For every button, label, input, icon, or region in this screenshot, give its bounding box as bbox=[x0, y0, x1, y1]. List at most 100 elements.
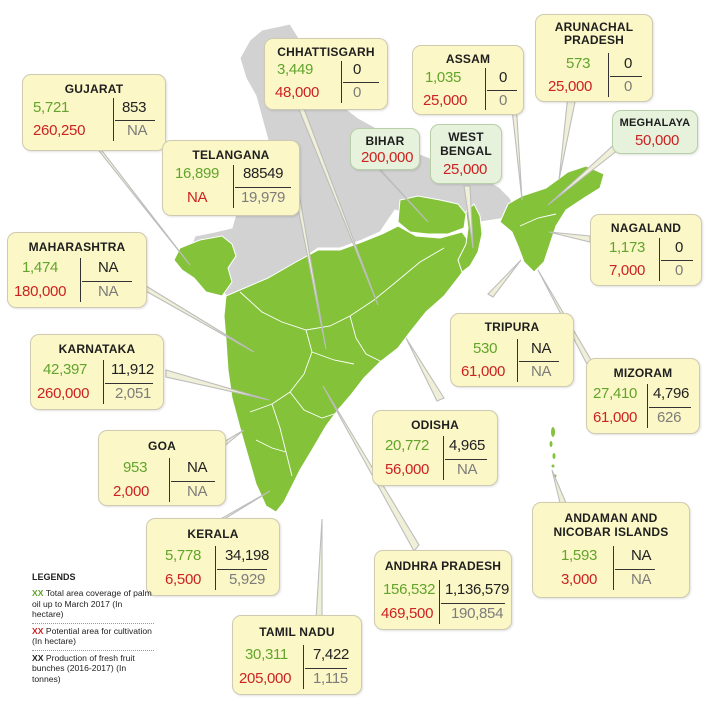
divider-horizontal bbox=[235, 187, 291, 189]
legend-text: Total area coverage of palm oil up to Ma… bbox=[32, 588, 152, 619]
potential-value: 200,000 bbox=[361, 149, 414, 166]
production-value: 11,912 bbox=[111, 361, 154, 378]
divider-horizontal bbox=[305, 668, 347, 670]
bihar-box: BIHAR 200,000 bbox=[350, 128, 420, 170]
divider-horizontal bbox=[661, 260, 693, 262]
state-name: GOA bbox=[148, 439, 176, 453]
production-value: 1,136,579 bbox=[445, 581, 510, 598]
area-value: 156,532 bbox=[383, 581, 436, 598]
area-value: 20,772 bbox=[385, 437, 430, 454]
potential-value: 25,000 bbox=[548, 78, 593, 95]
leader-andhra bbox=[322, 385, 420, 552]
area-value: 30,311 bbox=[245, 646, 288, 663]
state-name: ANDAMAN AND NICOBAR ISLANDS bbox=[553, 511, 669, 539]
production-sub-value: NA bbox=[457, 461, 478, 478]
tamilnadu-box: TAMIL NADU 30,311 205,000 7,422 1,115 bbox=[232, 615, 362, 695]
kerala-box: KERALA 5,778 6,500 34,198 5,929 bbox=[146, 518, 280, 596]
state-boundaries bbox=[239, 213, 557, 477]
legend-text: Potential area for cultivation (In hecta… bbox=[32, 625, 152, 647]
production-sub-value: 626 bbox=[657, 409, 682, 426]
divider-vertical bbox=[303, 645, 305, 689]
production-sub-value: 0 bbox=[499, 92, 508, 109]
potential-value: 2,000 bbox=[113, 483, 150, 500]
production-value: NA bbox=[531, 340, 552, 357]
divider-vertical bbox=[215, 546, 217, 590]
area-value: 16,899 bbox=[175, 165, 220, 182]
state-name: TELANGANA bbox=[192, 148, 270, 162]
area-value: 5,721 bbox=[33, 99, 70, 116]
state-name: ANDHRA PRADESH bbox=[384, 559, 502, 573]
leader-odisha bbox=[405, 337, 445, 402]
westbengal-box: WEST BENGAL 25,000 bbox=[430, 124, 502, 184]
divider-vertical bbox=[608, 53, 610, 97]
maharashtra-box: MAHARASHTRA 1,474 180,000 NA NA bbox=[7, 232, 147, 308]
divider-vertical bbox=[647, 384, 649, 428]
divider-vertical bbox=[341, 61, 343, 103]
potential-value: 7,000 bbox=[609, 262, 646, 279]
divider-horizontal bbox=[441, 603, 505, 605]
potential-value: 25,000 bbox=[423, 92, 468, 109]
potential-value: NA bbox=[187, 189, 208, 206]
divider-vertical bbox=[80, 258, 82, 302]
production-value: 0 bbox=[499, 69, 508, 86]
production-value: 7,422 bbox=[313, 646, 350, 663]
assam-box: ASSAM 1,035 25,000 0 0 bbox=[412, 45, 524, 115]
bihar-region bbox=[397, 195, 467, 235]
divider-vertical bbox=[443, 436, 445, 480]
potential-value: 180,000 bbox=[14, 283, 67, 300]
production-value: 0 bbox=[353, 61, 362, 78]
west-bengal-region bbox=[457, 203, 483, 273]
production-value: 88549 bbox=[243, 165, 284, 182]
production-sub-value: NA bbox=[187, 483, 208, 500]
area-value: 5,778 bbox=[165, 547, 202, 564]
state-name: CHHATTISGARH bbox=[277, 45, 375, 59]
state-name: GUJARAT bbox=[64, 82, 124, 96]
divider-horizontal bbox=[343, 82, 379, 84]
gujarat-region bbox=[173, 235, 237, 297]
divider-vertical bbox=[103, 360, 105, 404]
state-name: ASSAM bbox=[445, 52, 491, 66]
area-value: 1,173 bbox=[609, 239, 646, 256]
potential-value: 6,500 bbox=[165, 571, 202, 588]
production-sub-value: 0 bbox=[624, 78, 633, 95]
divider-horizontal bbox=[171, 481, 215, 483]
legend-item-production: XX Production of fresh fruit bunches (20… bbox=[32, 651, 154, 688]
divider-vertical bbox=[439, 580, 441, 624]
potential-value: 260,000 bbox=[37, 385, 90, 402]
legend-marker-green: XX bbox=[32, 588, 44, 598]
production-sub-value: 1,115 bbox=[313, 670, 348, 687]
production-value: 4,965 bbox=[449, 437, 486, 454]
production-sub-value: NA bbox=[631, 571, 652, 588]
production-value: NA bbox=[98, 259, 119, 276]
production-sub-value: 190,854 bbox=[451, 605, 504, 622]
divider-vertical bbox=[659, 238, 661, 281]
arunachal-box: ARUNACHAL PRADESH 573 25,000 0 0 bbox=[535, 14, 653, 102]
nagaland-box: NAGALAND 1,173 7,000 0 0 bbox=[590, 214, 702, 286]
state-name: MIZORAM bbox=[613, 366, 673, 380]
production-value: 34,198 bbox=[225, 547, 270, 564]
state-name: KERALA bbox=[187, 527, 239, 541]
chhattisgarh-box: CHHATTISGARH 3,449 48,000 0 0 bbox=[264, 38, 388, 110]
state-name: WEST BENGAL bbox=[440, 130, 492, 158]
area-value: 1,593 bbox=[561, 547, 598, 564]
tripura-box: TRIPURA 530 61,000 NA NA bbox=[450, 313, 574, 387]
production-value: 853 bbox=[122, 99, 147, 116]
divider-horizontal bbox=[610, 76, 642, 78]
karnataka-box: KARNATAKA 42,397 260,000 11,912 2,051 bbox=[30, 334, 164, 410]
state-name: TAMIL NADU bbox=[259, 625, 335, 639]
potential-value: 205,000 bbox=[239, 670, 292, 687]
potential-value: 469,500 bbox=[381, 605, 434, 622]
andaman-islands bbox=[549, 427, 557, 478]
leader-nagaland bbox=[548, 231, 591, 243]
leader-tripura bbox=[487, 259, 522, 298]
divider-vertical bbox=[517, 339, 519, 382]
production-sub-value: 5,929 bbox=[229, 571, 266, 588]
state-name: BIHAR bbox=[365, 134, 405, 148]
legend: LEGENDS XX Total area coverage of palm o… bbox=[32, 572, 154, 687]
andaman-box: ANDAMAN AND NICOBAR ISLANDS 1,593 3,000 … bbox=[532, 502, 690, 598]
leader-westbengal bbox=[463, 185, 474, 249]
divider-horizontal bbox=[649, 407, 691, 409]
state-name: ARUNACHAL PRADESH bbox=[554, 20, 634, 47]
legend-marker-black: XX bbox=[32, 652, 44, 663]
legend-marker-red: XX bbox=[32, 625, 44, 636]
